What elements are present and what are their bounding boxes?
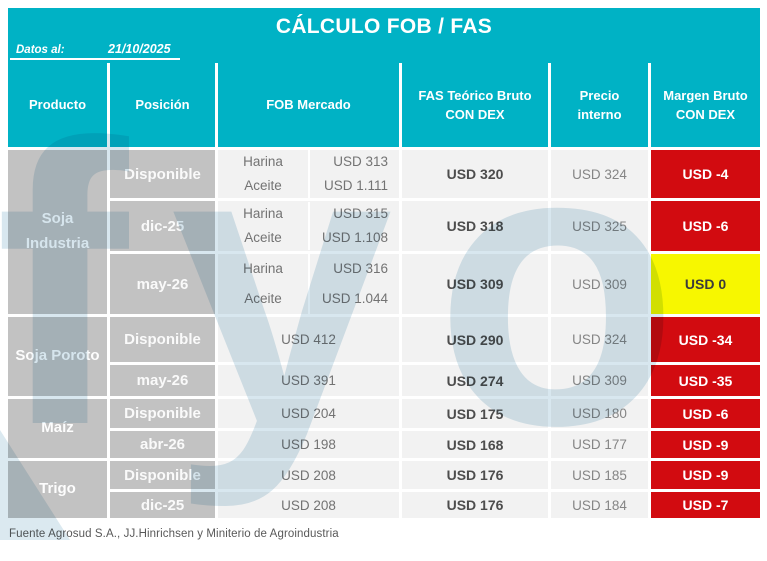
margen-bruto-cell: USD -7	[651, 492, 760, 518]
margen-bruto-cell: USD -35	[651, 365, 760, 396]
col-header-posicion: Posición	[110, 63, 215, 147]
title-bar: CÁLCULO FOB / FAS Datos al: 21/10/2025	[8, 8, 760, 63]
table-row: Trigo Disponible USD 208 USD 176 USD 185…	[8, 461, 760, 518]
precio-interno-cell: USD 180	[551, 399, 648, 428]
source-footnote: Fuente Agrosud S.A., JJ.Hinrichsen y Min…	[9, 528, 339, 540]
fob-sub-label: Harina	[218, 150, 310, 174]
header-row: Producto Posición FOB Mercado FAS Teóric…	[8, 63, 760, 147]
fas-teorico-cell: USD 290	[402, 317, 548, 362]
position-cell: Disponible	[110, 399, 215, 428]
fob-sub-label: Harina	[218, 254, 310, 284]
fob-sub-value: USD 1.108	[321, 230, 388, 245]
table-row: may-26 USD 391 USD 274 USD 309 USD -35	[8, 365, 760, 396]
table-row: dic-25 Harina USD 315 Aceite USD 1.108 U…	[8, 201, 760, 251]
fob-mercado-cell: USD 204	[218, 399, 399, 428]
margen-bruto-cell: USD 0	[651, 254, 760, 314]
product-cell-soja-industria: Soja Industria	[8, 150, 107, 314]
col-header-producto: Producto	[8, 63, 107, 147]
fob-mercado-cell: USD 198	[218, 431, 399, 458]
precio-interno-cell: USD 324	[551, 150, 648, 198]
margen-bruto-cell: USD -34	[651, 317, 760, 362]
position-cell: Disponible	[110, 461, 215, 489]
table-row: Maíz Disponible USD 204 USD 175 USD 180 …	[8, 399, 760, 458]
precio-interno-cell: USD 184	[551, 492, 648, 518]
col-header-margen-bruto: Margen Bruto CON DEX	[651, 63, 760, 147]
position-cell: Disponible	[110, 150, 215, 198]
fob-mercado-cell: Harina USD 315 Aceite USD 1.108	[218, 201, 399, 251]
margen-bruto-cell: USD -6	[651, 399, 760, 428]
data-date-row: Datos al: 21/10/2025	[10, 42, 180, 60]
precio-interno-cell: USD 309	[551, 254, 648, 314]
margen-bruto-cell: USD -9	[651, 431, 760, 458]
margen-bruto-cell: USD -9	[651, 461, 760, 489]
fas-teorico-cell: USD 168	[402, 431, 548, 458]
position-cell: abr-26	[110, 431, 215, 458]
fob-mercado-cell: USD 208	[218, 492, 399, 518]
fob-sub-label: Harina	[218, 202, 310, 226]
position-cell: dic-25	[110, 492, 215, 518]
fob-sub-value: USD 315	[333, 206, 388, 221]
product-cell-trigo: Trigo	[8, 461, 107, 518]
fas-teorico-cell: USD 176	[402, 461, 548, 489]
fas-teorico-cell: USD 309	[402, 254, 548, 314]
position-cell: dic-25	[110, 201, 215, 251]
product-cell-maiz: Maíz	[8, 399, 107, 458]
product-cell-soja-poroto: Soja Poroto	[8, 317, 107, 396]
fob-sub-value: USD 313	[333, 154, 388, 169]
margen-bruto-cell: USD -6	[651, 201, 760, 251]
page-title: CÁLCULO FOB / FAS	[275, 15, 493, 38]
col-header-precio-interno: Precio interno	[551, 63, 648, 147]
table-row: Soja Industria Disponible Harina USD 313…	[8, 150, 760, 314]
fob-sub-label: Aceite	[218, 174, 310, 198]
position-cell: Disponible	[110, 317, 215, 362]
precio-interno-cell: USD 325	[551, 201, 648, 251]
fas-teorico-cell: USD 318	[402, 201, 548, 251]
precio-interno-cell: USD 177	[551, 431, 648, 458]
position-cell: may-26	[110, 365, 215, 396]
fas-teorico-cell: USD 176	[402, 492, 548, 518]
table-row: Soja Poroto Disponible USD 412 USD 290 U…	[8, 317, 760, 396]
col-header-fob-mercado: FOB Mercado	[218, 63, 399, 147]
table-row: dic-25 USD 208 USD 176 USD 184 USD -7	[8, 492, 760, 518]
fob-sub-value: USD 1.044	[321, 291, 388, 306]
fob-sub-value: USD 316	[333, 261, 388, 276]
table-row: abr-26 USD 198 USD 168 USD 177 USD -9	[8, 431, 760, 458]
fob-sub-label: Aceite	[218, 226, 310, 250]
fob-mercado-cell: USD 412	[218, 317, 399, 362]
table-row: may-26 Harina USD 316 Aceite USD 1.044 U…	[8, 254, 760, 314]
precio-interno-cell: USD 309	[551, 365, 648, 396]
margen-bruto-cell: USD -4	[651, 150, 760, 198]
col-header-fas-teorico: FAS Teórico Bruto CON DEX	[402, 63, 548, 147]
fas-teorico-cell: USD 320	[402, 150, 548, 198]
fob-mercado-cell: USD 391	[218, 365, 399, 396]
fob-sub-value: USD 1.111	[323, 178, 388, 193]
fob-fas-table: Producto Posición FOB Mercado FAS Teóric…	[5, 60, 763, 521]
data-date-label: Datos al:	[16, 44, 65, 56]
fas-teorico-cell: USD 274	[402, 365, 548, 396]
fob-sub-label: Aceite	[218, 284, 310, 314]
fob-mercado-cell: USD 208	[218, 461, 399, 489]
position-cell: may-26	[110, 254, 215, 314]
fas-teorico-cell: USD 175	[402, 399, 548, 428]
fob-mercado-cell: Harina USD 313 Aceite USD 1.111	[218, 150, 399, 198]
precio-interno-cell: USD 324	[551, 317, 648, 362]
fob-mercado-cell: Harina USD 316 Aceite USD 1.044	[218, 254, 399, 314]
data-date-value: 21/10/2025	[108, 42, 171, 56]
precio-interno-cell: USD 185	[551, 461, 648, 489]
